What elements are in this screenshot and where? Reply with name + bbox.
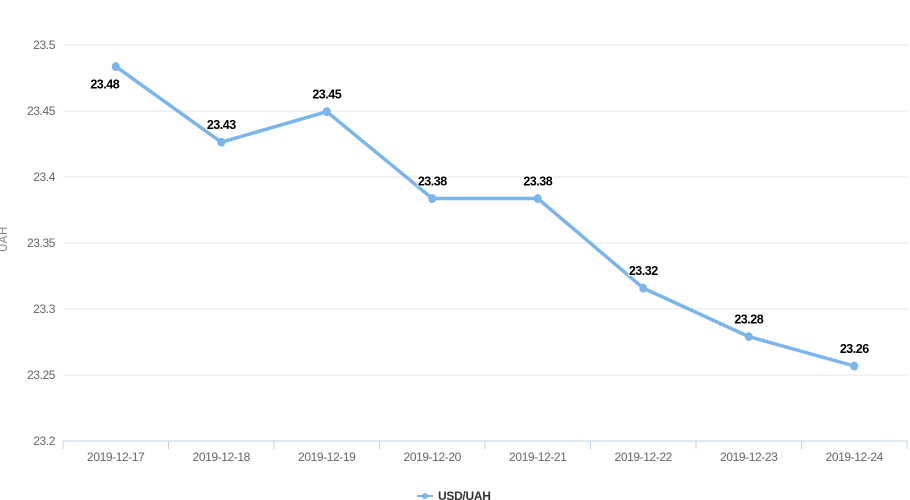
data-point[interactable] [322, 107, 331, 117]
x-tick-label: 2019-12-18 [193, 450, 251, 464]
x-tick-label: 2019-12-23 [720, 450, 778, 464]
legend-item-usd-uah[interactable]: USD/UAH [417, 489, 491, 500]
legend-line-marker-icon [417, 493, 433, 499]
y-tick-label: 23.2 [33, 434, 55, 448]
data-point-label: 23.28 [734, 313, 763, 327]
data-point-label: 23.48 [90, 78, 119, 92]
y-tick-label: 23.45 [27, 104, 56, 118]
x-tick-label: 2019-12-21 [509, 450, 567, 464]
legend-label: USD/UAH [438, 489, 491, 500]
data-point[interactable] [533, 194, 542, 204]
data-point-label: 23.38 [523, 175, 552, 189]
data-point-label: 23.38 [418, 175, 447, 189]
data-point[interactable] [428, 194, 437, 204]
data-point[interactable] [639, 283, 648, 293]
y-tick-label: 23.35 [27, 236, 56, 250]
data-point[interactable] [111, 62, 120, 72]
data-point-label: 23.32 [629, 264, 658, 278]
y-tick-label: 23.25 [27, 368, 56, 382]
x-tick-label: 2019-12-20 [404, 450, 462, 464]
data-point[interactable] [744, 332, 753, 342]
data-point-label: 23.43 [207, 118, 236, 132]
x-tick-label: 2019-12-17 [87, 450, 145, 464]
x-tick-label: 2019-12-24 [826, 450, 884, 464]
x-tick-label: 2019-12-19 [298, 450, 356, 464]
y-tick-label: 23.3 [33, 302, 55, 316]
data-point[interactable] [217, 137, 226, 147]
y-axis-title: UAH [0, 226, 10, 252]
y-tick-label: 23.4 [33, 170, 55, 184]
data-point-label: 23.45 [312, 88, 341, 102]
data-point[interactable] [850, 361, 859, 371]
data-point-label: 23.26 [840, 342, 869, 356]
x-tick-label: 2019-12-22 [615, 450, 673, 464]
y-tick-label: 23.5 [33, 38, 55, 52]
series-line [114, 64, 857, 368]
